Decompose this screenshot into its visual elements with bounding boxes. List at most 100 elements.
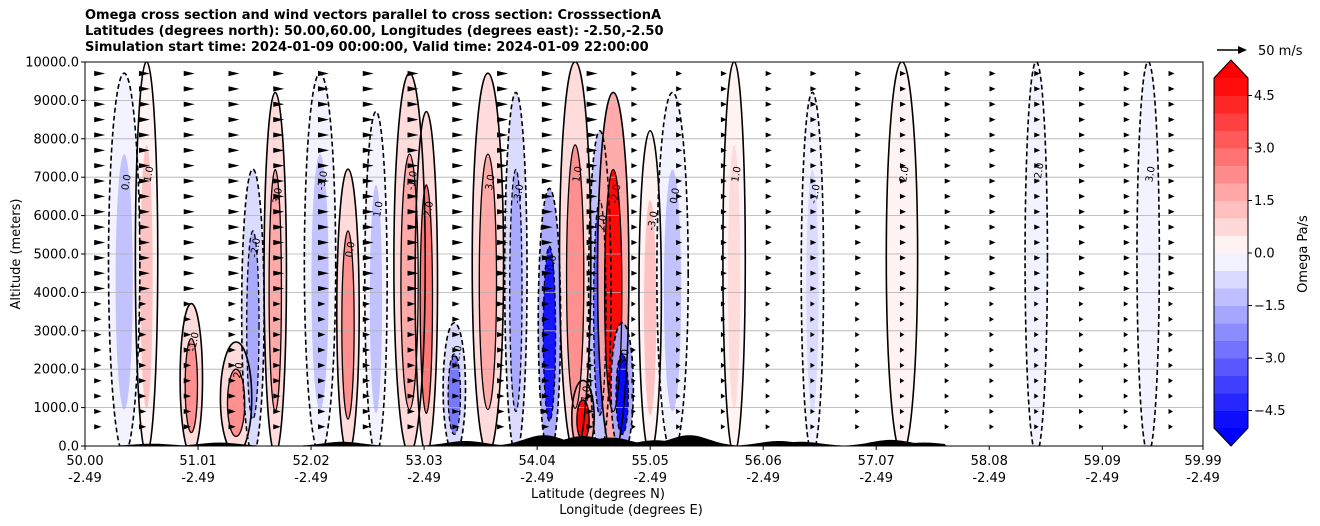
wind-vector-arrow [541, 347, 550, 353]
colorbar-segment [1214, 375, 1248, 394]
wind-vector-arrow [586, 86, 598, 92]
wind-vector-arrow [1123, 132, 1130, 138]
wind-vector-arrow [855, 347, 860, 353]
omega-core [400, 154, 419, 410]
wind-vector-arrow [541, 316, 550, 322]
wind-vector-arrow [228, 424, 236, 430]
wind-vector-arrow [1079, 224, 1086, 230]
contour-label: -1.0 [809, 183, 823, 204]
colorbar-segment [1214, 323, 1248, 341]
wind-vector-arrow [138, 255, 150, 261]
x-tick-label-lon: -2.49 [972, 471, 1006, 486]
wind-vector-arrow [810, 117, 817, 123]
colorbar-tick-label: −4.5 [1254, 404, 1286, 419]
wind-vector-arrow [407, 147, 419, 153]
wind-vector-arrow [541, 86, 553, 92]
wind-vector-arrow [183, 362, 192, 368]
wind-vector-arrow [720, 301, 726, 307]
omega-core [341, 230, 355, 420]
wind-vector-arrow [273, 86, 285, 92]
wind-vector-arrow [94, 285, 106, 292]
wind-vector-arrow [273, 316, 281, 322]
wind-vector-arrow [541, 285, 553, 292]
wind-vector-arrow [273, 362, 281, 368]
y-tick-label: 2000.0 [34, 363, 80, 378]
wind-vector-arrow [899, 424, 905, 430]
contour-line [509, 168, 523, 413]
wind-vector-arrow [676, 408, 681, 415]
x-tick-label-lat: 56.06 [745, 454, 782, 469]
wind-vectors [94, 70, 1175, 430]
wind-vector-arrow [765, 132, 772, 138]
wind-vector-arrow [720, 70, 727, 77]
wind-vector-arrow [1123, 224, 1130, 230]
wind-vector-arrow [676, 209, 683, 215]
wind-vector-arrow [989, 347, 994, 353]
wind-vector-arrow [765, 193, 772, 199]
wind-vector-arrow [452, 224, 464, 230]
x-tick-label-lat: 54.04 [519, 454, 556, 469]
colorbar-extend-bottom [1214, 428, 1248, 446]
wind-vector-arrow [407, 362, 415, 368]
colorbar-segment [1214, 235, 1248, 254]
wind-vector-arrow [273, 209, 285, 215]
wind-vector-arrow [631, 239, 638, 246]
wind-vector-arrow [273, 285, 285, 292]
wind-vector-arrow [1168, 239, 1175, 246]
wind-vector-arrow [676, 301, 681, 307]
wind-vector-arrow [228, 347, 236, 353]
wind-vector-arrow [541, 132, 553, 138]
wind-vector-arrow [362, 255, 374, 261]
wind-vector-arrow [1123, 378, 1129, 384]
contour-line [179, 302, 204, 446]
contour-label: 3.0 [1144, 166, 1158, 184]
title-line-1: Omega cross section and wind vectors par… [85, 8, 662, 23]
wind-vector-arrow [273, 393, 281, 399]
wind-vector-arrow [631, 316, 636, 322]
wind-vector-arrow [183, 239, 195, 246]
wind-vector-arrow [1079, 316, 1084, 322]
y-tick-label: 3000.0 [34, 324, 80, 339]
wind-vector-arrow [855, 178, 862, 184]
wind-vector-arrow [452, 316, 460, 322]
wind-vector-arrow [138, 117, 150, 123]
wind-vector-arrow [94, 378, 102, 384]
omega-core [727, 144, 741, 409]
wind-vector-arrow [720, 332, 726, 338]
wind-vector-arrow [362, 193, 374, 199]
wind-vector-arrow [586, 301, 595, 307]
wind-vector-arrow [183, 178, 195, 184]
y-tick-label: 4000.0 [34, 286, 80, 301]
omega-core [311, 154, 329, 410]
wind-vector-arrow [1034, 255, 1041, 261]
wind-vector-arrow [452, 239, 464, 246]
wind-vector-arrow [94, 316, 102, 322]
colorbar-tick-label: 3.0 [1254, 142, 1275, 157]
omega-core [663, 169, 682, 412]
wind-vector-arrow [944, 255, 951, 261]
wind-vector-arrow [989, 163, 996, 169]
wind-vector-arrow [94, 255, 106, 261]
wind-vector-arrow [810, 209, 817, 215]
wind-vector-arrow [1123, 101, 1130, 107]
wind-vector-arrow [1123, 285, 1130, 292]
wind-vector-arrow [183, 147, 195, 153]
wind-vector-arrow [1034, 301, 1039, 307]
wind-vector-arrow [855, 117, 862, 123]
terrain-fill [85, 435, 1203, 446]
wind-vector-arrow [183, 285, 195, 292]
wind-vector-arrow [1079, 163, 1086, 169]
title-line-2: Latitudes (degrees north): 50.00,60.00, … [85, 24, 664, 39]
wind-vector-arrow [944, 132, 951, 138]
wind-vector-arrow [452, 393, 460, 399]
wind-vector-arrow [676, 270, 683, 276]
wind-vector-arrow [362, 347, 371, 353]
wind-vector-arrow [94, 193, 106, 199]
contour-label: -2.0 [249, 237, 263, 258]
wind-vector-arrow [452, 362, 460, 368]
wind-vector-arrow [1034, 86, 1041, 92]
wind-vector-arrow [989, 132, 996, 138]
wind-vector-arrow [273, 101, 285, 107]
x-axis: 50.00 -2.49 51.01 -2.49 52.02 -2.49 53.03 -2.49… [66, 446, 1222, 486]
